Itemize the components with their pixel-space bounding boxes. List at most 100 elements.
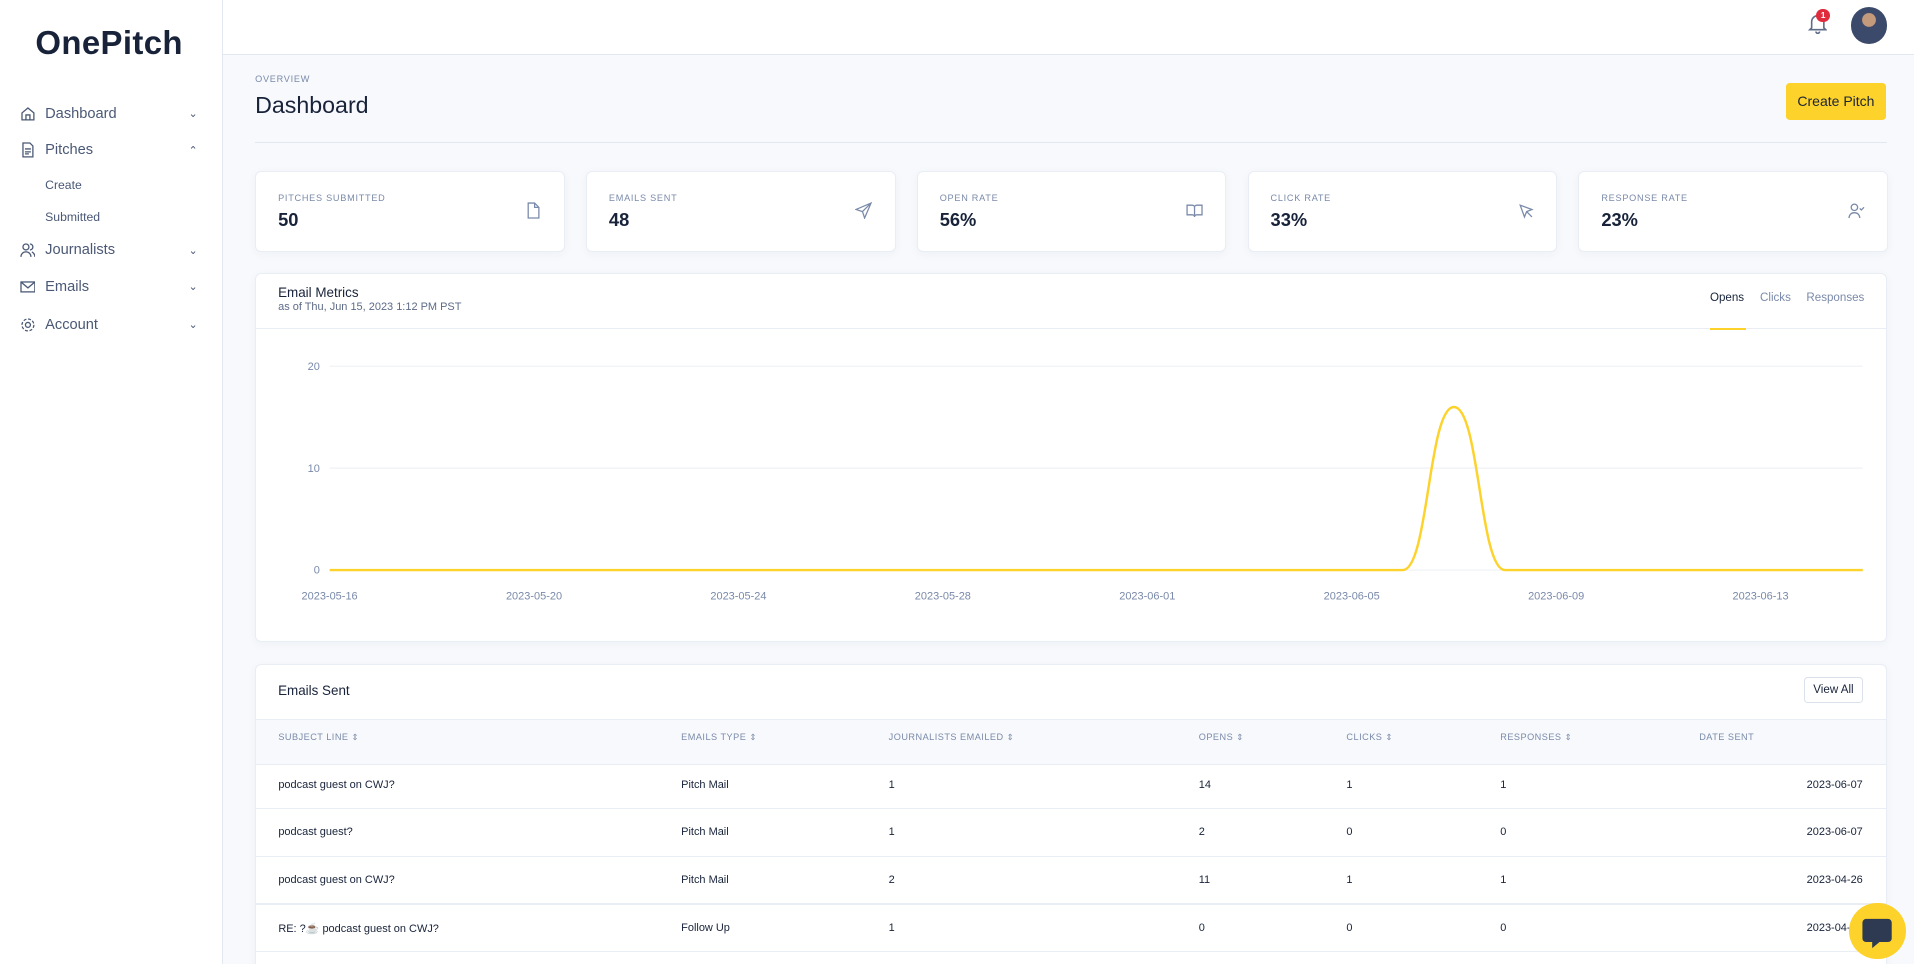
- chat-icon: [1862, 919, 1893, 949]
- sidebar-subitem-submitted[interactable]: Submitted: [45, 209, 101, 224]
- chevron-down-icon: ⌄: [188, 244, 198, 257]
- topbar: [223, 0, 1914, 55]
- chevron-down-icon: ⌄: [188, 319, 198, 332]
- stat-value: 48: [608, 208, 630, 230]
- row-divider: [256, 808, 1886, 810]
- book-open-icon: [1186, 204, 1203, 218]
- stat-label: RESPONSE RATE: [1601, 192, 1688, 203]
- table-cell: 1: [1500, 778, 1507, 791]
- send-icon: [855, 202, 873, 220]
- stat-label: EMAILS SENT: [608, 192, 678, 203]
- sidebar-item-dashboard[interactable]: Dashboard ⌄: [20, 99, 203, 128]
- sort-icon: ⇕: [351, 732, 360, 743]
- stat-value: 23%: [1601, 208, 1638, 230]
- gear-icon: [20, 318, 35, 332]
- table-cell: 2: [1198, 826, 1205, 839]
- sort-icon: ⇕: [1564, 732, 1573, 743]
- home-icon: [20, 106, 35, 121]
- column-header[interactable]: DATE SENT: [1699, 732, 1754, 742]
- table-cell: 1: [888, 921, 895, 934]
- table-cell: 14: [1198, 778, 1211, 791]
- tab-opens[interactable]: Opens: [1709, 291, 1745, 304]
- table-cell: Pitch Mail: [681, 778, 729, 791]
- stat-label: PITCHES SUBMITTED: [278, 192, 386, 203]
- sidebar-subitem-create[interactable]: Create: [45, 178, 82, 193]
- table-cell: Pitch Mail: [681, 874, 729, 887]
- sidebar-item-label: Journalists: [45, 242, 116, 259]
- column-header[interactable]: SUBJECT LINE ⇕: [278, 732, 359, 743]
- chevron-up-icon: ⌃: [188, 144, 198, 157]
- sidebar-item-pitches[interactable]: Pitches ⌃: [20, 135, 203, 164]
- table-header: [256, 718, 1886, 765]
- users-icon: [19, 243, 36, 258]
- sidebar-item-label: Pitches: [45, 142, 94, 159]
- chevron-down-icon: ⌄: [188, 281, 198, 294]
- view-all-button[interactable]: View All: [1804, 677, 1863, 704]
- page-title: Dashboard: [255, 91, 369, 118]
- sort-icon: ⇕: [749, 732, 757, 743]
- stat-card-response-rate: RESPONSE RATE 23%: [1578, 170, 1888, 253]
- column-header[interactable]: RESPONSES ⇕: [1500, 732, 1572, 743]
- table-cell: 1: [1346, 874, 1353, 887]
- divider: [255, 141, 1888, 143]
- stat-card-pitches-submitted: PITCHES SUBMITTED 50: [255, 170, 565, 253]
- table-cell: 0: [1500, 826, 1507, 839]
- table-cell: 1: [1500, 874, 1507, 887]
- file-icon: [527, 202, 540, 220]
- tab-clicks[interactable]: Clicks: [1760, 291, 1791, 304]
- sidebar-item-emails[interactable]: Emails ⌄: [19, 272, 203, 301]
- stat-label: CLICK RATE: [1270, 192, 1332, 203]
- column-header[interactable]: OPENS ⇕: [1199, 732, 1244, 743]
- chat-launcher-button[interactable]: [1849, 903, 1906, 960]
- column-header-label: JOURNALISTS EMAILED: [888, 732, 1004, 743]
- table-cell: podcast guest on CWJ?: [278, 874, 395, 887]
- sidebar-item-account[interactable]: Account ⌄: [20, 310, 203, 339]
- table-cell: 1: [888, 778, 895, 791]
- table-cell: 2023-04-26: [1806, 921, 1863, 934]
- column-header[interactable]: JOURNALISTS EMAILED ⇕: [889, 732, 1015, 743]
- sidebar-item-journalists[interactable]: Journalists ⌄: [19, 236, 203, 265]
- document-icon: [21, 142, 34, 158]
- stat-value: 56%: [939, 208, 977, 230]
- chevron-down-icon: ⌄: [188, 108, 198, 121]
- column-header[interactable]: EMAILS TYPE ⇕: [681, 732, 757, 743]
- stat-card-emails-sent: EMAILS SENT 48: [585, 170, 896, 253]
- row-divider: [256, 855, 1886, 857]
- sidebar-item-label: Dashboard: [45, 105, 117, 122]
- row-divider: [256, 950, 1886, 953]
- column-header-label: RESPONSES: [1500, 732, 1562, 743]
- cursor-icon: [1519, 204, 1534, 220]
- table-cell: Pitch Mail: [681, 826, 729, 839]
- table-cell: 2023-06-07: [1806, 778, 1863, 791]
- email-metrics-title: Email Metrics: [278, 285, 359, 301]
- sort-icon: ⇕: [1006, 732, 1015, 743]
- divider: [256, 328, 1886, 330]
- email-metrics-card: Email Metrics as of Thu, Jun 15, 2023 1:…: [255, 273, 1887, 642]
- table-cell: 0: [1500, 921, 1507, 934]
- logo: OnePitch: [35, 24, 183, 62]
- column-header[interactable]: CLICKS ⇕: [1346, 732, 1393, 743]
- tab-responses[interactable]: Responses: [1806, 291, 1865, 304]
- column-header-label: CLICKS: [1346, 732, 1383, 743]
- row-divider: [256, 903, 1886, 905]
- table-cell: Follow Up: [681, 921, 730, 934]
- notification-badge: 1: [1816, 8, 1830, 22]
- table-cell: 0: [1346, 921, 1353, 934]
- emails-sent-title: Emails Sent: [278, 683, 350, 699]
- mail-icon: [19, 281, 36, 293]
- stat-card-open-rate: OPEN RATE 56%: [916, 170, 1227, 253]
- stat-value: 33%: [1270, 208, 1308, 230]
- stat-card-click-rate: CLICK RATE 33%: [1247, 170, 1558, 253]
- active-tab-indicator: [1710, 328, 1746, 330]
- sidebar: OnePitch Dashboard ⌄ Pitches ⌃ Create Subm…: [0, 0, 224, 964]
- table-cell: 0: [1346, 826, 1353, 839]
- table-cell: podcast guest?: [278, 826, 353, 839]
- email-metrics-timestamp: as of Thu, Jun 15, 2023 1:12 PM PST: [278, 301, 462, 314]
- stat-value: 50: [278, 208, 299, 230]
- avatar[interactable]: [1850, 7, 1888, 44]
- stat-label: OPEN RATE: [939, 192, 999, 203]
- create-pitch-button[interactable]: Create Pitch: [1785, 83, 1886, 120]
- sidebar-item-label: Emails: [45, 278, 90, 295]
- breadcrumb: OVERVIEW: [255, 74, 311, 85]
